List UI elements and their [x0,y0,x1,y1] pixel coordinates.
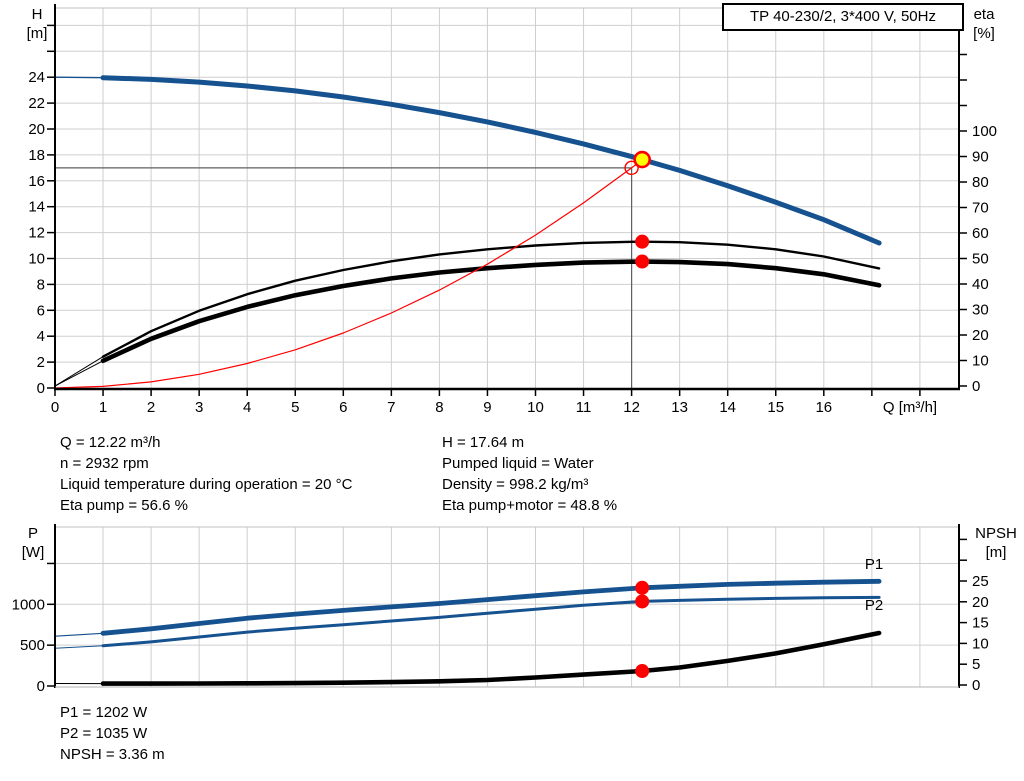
h-tick-label: 16 [28,173,45,190]
p-tick-label: 0 [37,678,45,695]
eta-axis-title: eta [%] [973,6,995,42]
eta-pump-value: Eta pump = 56.6 % [60,497,188,514]
q-tick-label: 7 [387,399,395,416]
eta-tick-label: 30 [972,302,989,319]
h-tick-label: 8 [37,276,45,293]
h-value: H = 17.64 m [442,434,525,451]
npsh-curve [100,630,882,686]
h-tick-label: 10 [28,251,45,268]
q-tick-label: 13 [671,399,688,416]
pump-title-box: TP 40-230/2, 3*400 V, 50Hz [722,3,964,31]
eta-tick-label: 20 [972,327,989,344]
npsh-tick-label: 25 [972,573,989,590]
q-tick-label: 8 [435,399,443,416]
eta-pump-curve [101,240,881,358]
h-tick-label: 12 [28,225,45,242]
npsh-tick-label: 0 [972,677,980,694]
q-tick-label: 10 [527,399,544,416]
operating-data-left: Q = 12.22 m³/h n = 2932 rpm Liquid tempe… [60,432,352,516]
q-tick-label: 14 [719,399,736,416]
p-axis-title: P [W] [21,525,45,561]
p-tick-label: 500 [20,637,45,654]
npsh-tick-label: 15 [972,615,989,632]
q-value: Q = 12.22 m³/h [60,434,161,451]
q-tick-label: 4 [243,399,251,416]
npsh-tick-label: 10 [972,635,989,652]
npsh-marker [635,664,650,679]
h-q-curve [100,75,882,246]
p1-curve-thin [54,632,104,637]
density-value: Density = 998.2 kg/m³ [442,476,589,493]
pumped-liquid: Pumped liquid = Water [442,455,594,472]
q-tick-label: 5 [291,399,299,416]
p2-value: P2 = 1035 W [60,725,148,742]
q-tick-label: 1 [99,399,107,416]
q-tick-label: 2 [147,399,155,416]
q-tick-label: 15 [767,399,784,416]
eta-tick-label: 50 [972,251,989,268]
q-tick-label: 6 [339,399,347,416]
eta-tick-label: 40 [972,276,989,293]
result-values: P1 = 1202 W P2 = 1035 W NPSH = 3.36 m [60,702,165,765]
h-tick-label: 6 [37,302,45,319]
p2-marker [635,594,650,609]
eta-tick-label: 60 [972,225,989,242]
h-tick-label: 4 [37,328,45,345]
eta-pump-motor-curve [100,259,882,364]
p1-curve-label: P1 [865,556,883,573]
eta-pump-motor-marker [635,254,650,269]
q-tick-label: 12 [623,399,640,416]
h-q-curve-thin [54,76,104,79]
p1-value: P1 = 1202 W [60,704,148,721]
npsh-tick-label: 5 [972,656,980,673]
q-axis-title: Q [m³/h] [883,399,937,416]
p-tick-label: 1000 [12,596,45,613]
h-tick-label: 22 [28,95,45,112]
h-tick-label: 0 [37,380,45,397]
eta-tick-label: 10 [972,353,989,370]
q-tick-label: 3 [195,399,203,416]
q-tick-label: 9 [483,399,491,416]
speed-value: n = 2932 rpm [60,455,149,472]
h-tick-label: 14 [28,199,45,216]
p2-curve-thin [54,645,104,649]
eta-tick-label: 0 [972,378,980,395]
h-axis-title: H [m] [26,6,48,42]
system-curve [54,159,643,389]
h-tick-label: 2 [37,354,45,371]
npsh-axis-title: NPSH [m] [975,525,1017,561]
npsh-tick-label: 20 [972,594,989,611]
q-tick-label: 11 [576,399,592,416]
eta-pump-marker [635,234,650,249]
eta-tick-label: 100 [972,123,997,140]
liquid-temperature: Liquid temperature during operation = 20… [60,476,353,493]
eta-tick-label: 90 [972,149,989,166]
operating-data-right: H = 17.64 m Pumped liquid = Water Densit… [442,432,617,516]
eta-pump-motor-value: Eta pump+motor = 48.8 % [442,497,618,514]
duty-point-marker[interactable] [633,150,651,169]
p1-curve [100,578,882,636]
p2-curve [101,595,881,648]
h-tick-label: 24 [28,69,45,86]
requested-duty-point [624,160,639,176]
eta-pump-motor-curve-thin [54,360,104,387]
npsh-value: NPSH = 3.36 m [60,746,165,763]
p2-curve-label: P2 [865,597,883,614]
h-tick-label: 20 [28,121,45,138]
h-tick-label: 18 [28,147,45,164]
eta-pump-curve-thin [54,356,104,387]
eta-tick-label: 80 [972,174,989,191]
q-tick-label: 16 [815,399,832,416]
eta-tick-label: 70 [972,200,989,217]
q-tick-label: 0 [51,399,59,416]
p1-marker [635,580,650,595]
